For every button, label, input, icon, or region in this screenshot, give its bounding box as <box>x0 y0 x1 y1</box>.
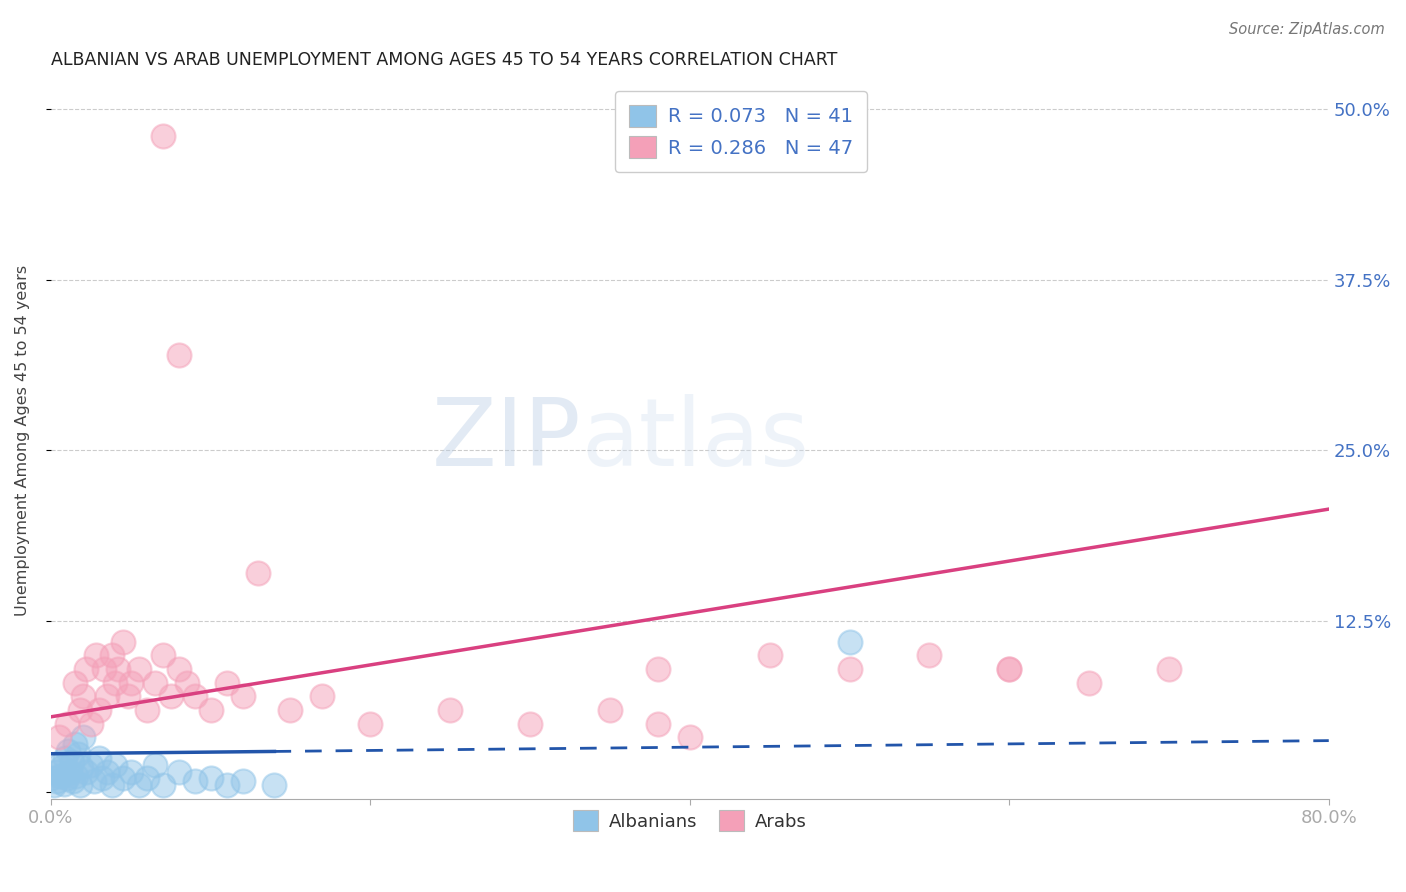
Point <box>135 772 157 786</box>
Point <box>117 690 139 704</box>
Point <box>66 747 89 761</box>
Point <box>48 731 70 745</box>
Point <box>143 675 166 690</box>
Point <box>231 690 253 704</box>
Point <box>998 662 1021 676</box>
Point <box>65 769 87 783</box>
Point <box>439 703 461 717</box>
Point <box>75 764 97 779</box>
Point <box>48 757 70 772</box>
Point <box>72 690 94 704</box>
Point <box>80 716 103 731</box>
Point <box>215 675 238 690</box>
Point <box>104 757 127 772</box>
Point <box>143 757 166 772</box>
Point <box>87 751 110 765</box>
Point <box>42 778 65 792</box>
Point <box>998 662 1021 676</box>
Point <box>280 703 302 717</box>
Point <box>599 703 621 717</box>
Point <box>100 778 122 792</box>
Point <box>111 634 134 648</box>
Point <box>45 764 67 779</box>
Point <box>183 690 205 704</box>
Point <box>120 675 142 690</box>
Point <box>263 778 285 792</box>
Point <box>519 716 541 731</box>
Point <box>918 648 941 663</box>
Point <box>91 772 114 786</box>
Y-axis label: Unemployment Among Ages 45 to 54 years: Unemployment Among Ages 45 to 54 years <box>15 265 30 615</box>
Point <box>93 662 115 676</box>
Point <box>69 778 91 792</box>
Point <box>200 772 222 786</box>
Point <box>215 778 238 792</box>
Point <box>70 760 93 774</box>
Point <box>107 662 129 676</box>
Point <box>53 751 76 765</box>
Point <box>1078 675 1101 690</box>
Point <box>247 566 270 581</box>
Point <box>152 648 174 663</box>
Point <box>167 764 190 779</box>
Point <box>176 675 198 690</box>
Legend: Albanians, Arabs: Albanians, Arabs <box>560 797 820 844</box>
Point <box>311 690 333 704</box>
Point <box>647 716 669 731</box>
Point <box>51 760 73 774</box>
Point <box>167 348 190 362</box>
Point <box>60 755 83 769</box>
Point <box>128 778 150 792</box>
Point <box>167 662 190 676</box>
Point <box>63 737 86 751</box>
Point <box>46 774 69 789</box>
Point <box>152 778 174 792</box>
Point <box>56 772 79 786</box>
Point <box>75 662 97 676</box>
Point <box>183 774 205 789</box>
Point <box>87 703 110 717</box>
Point <box>52 777 75 791</box>
Point <box>120 764 142 779</box>
Point <box>1157 662 1180 676</box>
Point <box>159 690 181 704</box>
Point <box>49 769 72 783</box>
Point <box>80 757 103 772</box>
Point <box>39 772 62 786</box>
Point <box>72 731 94 745</box>
Point <box>679 731 702 745</box>
Point <box>96 764 118 779</box>
Text: atlas: atlas <box>581 394 810 486</box>
Point <box>56 716 79 731</box>
Point <box>62 774 84 789</box>
Point <box>83 774 105 789</box>
Point <box>758 648 780 663</box>
Point <box>647 662 669 676</box>
Point <box>100 648 122 663</box>
Point <box>58 744 80 758</box>
Point <box>111 772 134 786</box>
Point <box>231 774 253 789</box>
Text: ZIP: ZIP <box>432 394 581 486</box>
Point <box>128 662 150 676</box>
Point <box>96 690 118 704</box>
Point <box>104 675 127 690</box>
Point <box>359 716 381 731</box>
Point <box>84 648 107 663</box>
Point <box>69 703 91 717</box>
Point <box>838 662 860 676</box>
Point <box>200 703 222 717</box>
Point <box>63 675 86 690</box>
Point <box>135 703 157 717</box>
Point <box>59 764 82 779</box>
Title: ALBANIAN VS ARAB UNEMPLOYMENT AMONG AGES 45 TO 54 YEARS CORRELATION CHART: ALBANIAN VS ARAB UNEMPLOYMENT AMONG AGES… <box>51 51 837 69</box>
Point <box>838 634 860 648</box>
Point <box>152 128 174 143</box>
Text: Source: ZipAtlas.com: Source: ZipAtlas.com <box>1229 22 1385 37</box>
